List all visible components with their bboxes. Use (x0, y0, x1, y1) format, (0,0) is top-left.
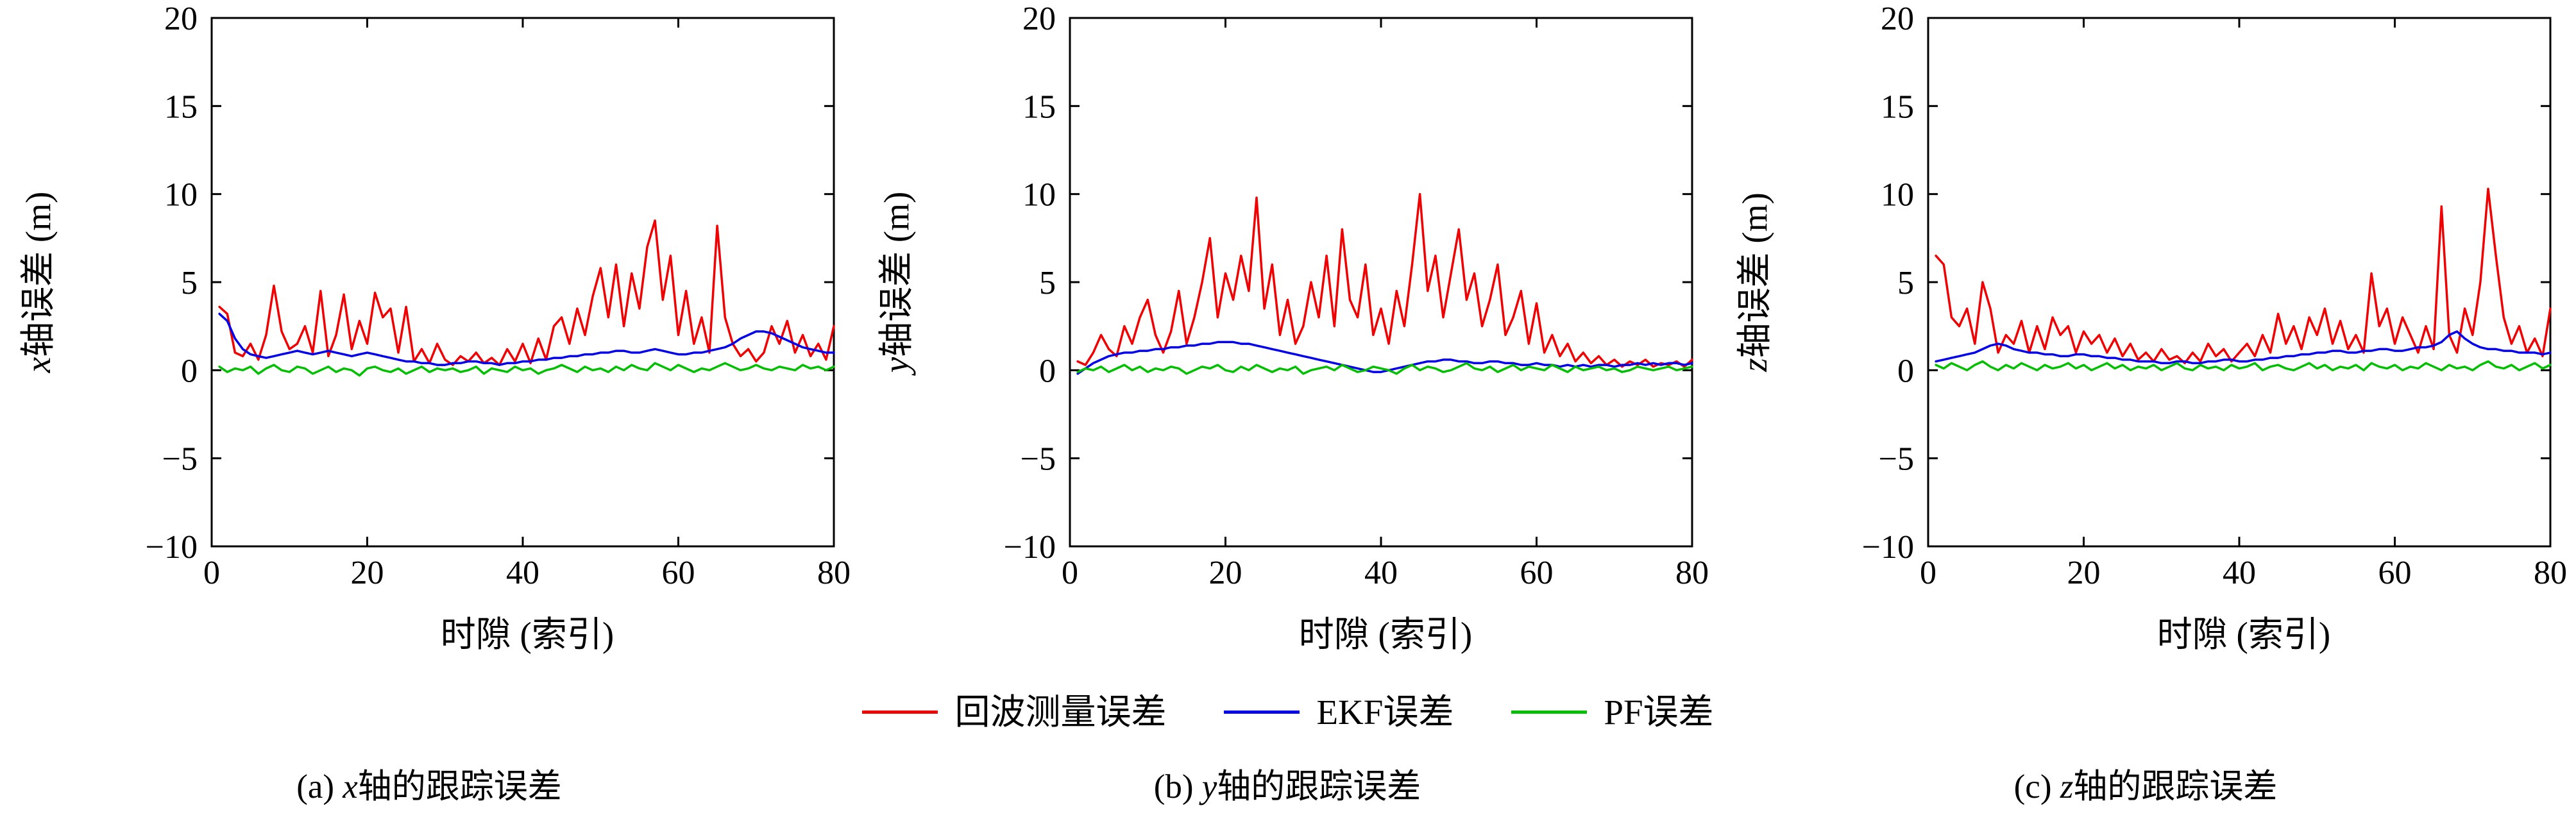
y-axis-label: z轴误差 (m) (1735, 192, 1774, 373)
plot-area: 0 20 40 60 80 −10 −5 0 5 10 15 20 (1004, 1, 1709, 591)
y-tick-label: 10 (1881, 177, 1914, 214)
legend-label: PF误差 (1604, 692, 1714, 732)
x-tick-label: 60 (2378, 555, 2412, 591)
y-tick-label: −5 (1021, 441, 1056, 478)
y-tick-label: 0 (181, 353, 198, 389)
charts-row: x轴误差 (m) 时隙 (索引) 0 20 40 60 80 −10 −5 0 5 10 15 20 … (0, 0, 2575, 680)
x-tick-label: 80 (1675, 555, 1709, 591)
measurement-series-line (1935, 187, 2552, 365)
ekf-line-sample (1224, 710, 1300, 714)
y-tick-label: 20 (1022, 1, 1056, 37)
pf-series-line (1935, 360, 2552, 372)
y-tick-label: 20 (1881, 1, 1914, 37)
x-tick-label: 0 (1920, 555, 1936, 591)
ekf-series-line (1935, 330, 2552, 365)
measurement-line-sample (862, 710, 938, 714)
y-tick-label: 20 (164, 1, 198, 37)
x-tick-label: 20 (2067, 555, 2101, 591)
measurement-series-line (218, 219, 835, 366)
chart-y-axis-error: y轴误差 (m) 时隙 (索引) 0 20 40 60 80 −10 −5 0 5 10 15 20 (877, 1, 1709, 654)
y-tick-label: −5 (162, 441, 198, 478)
plot-border (1927, 17, 2552, 548)
plot-area: 0 20 40 60 80 −10 −5 0 5 10 15 20 (146, 1, 851, 591)
chart-block-x: x轴误差 (m) 时隙 (索引) 0 20 40 60 80 −10 −5 0 5 10 15 20 (0, 0, 858, 680)
plot-border (210, 17, 835, 548)
ekf-series-line (218, 312, 835, 366)
y-tick-label: 15 (1881, 88, 1914, 125)
x-tick-label: 40 (1364, 555, 1398, 591)
legend-label: EKF误差 (1316, 692, 1454, 732)
legend-item-ekf: EKF误差 (1224, 694, 1453, 730)
y-tick-label: 0 (1039, 353, 1056, 389)
chart-x-axis-error: x轴误差 (m) 时隙 (索引) 0 20 40 60 80 −10 −5 0 5 10 15 20 (19, 1, 851, 654)
x-tick-label: 60 (1520, 555, 1554, 591)
x-tick-label: 20 (351, 555, 384, 591)
y-tick-label: −10 (1862, 529, 1914, 566)
plot-border (1069, 17, 1693, 548)
legend: 回波测量误差 EKF误差 PF误差 (0, 682, 2576, 741)
chart-z-axis-error: z轴误差 (m) 时隙 (索引) 0 20 40 60 80 −10 −5 0 5 10 15 20 (1735, 1, 2567, 654)
caption-a: (a) x轴的跟踪误差 (296, 768, 562, 805)
y-tick-label: 5 (1897, 265, 1914, 301)
y-tick-label: −10 (1004, 529, 1056, 566)
y-tick-label: −10 (146, 529, 198, 566)
x-axis-label: 时隙 (索引) (2157, 615, 2330, 654)
x-axis-label: 时隙 (索引) (441, 615, 614, 654)
pf-series-line (1076, 362, 1693, 375)
x-tick-label: 80 (817, 555, 851, 591)
legend-item-measurement: 回波测量误差 (862, 694, 1166, 730)
y-tick-label: −5 (1879, 441, 1914, 478)
measurement-series-line (1076, 192, 1693, 368)
y-tick-label: 0 (1897, 353, 1914, 389)
y-tick-label: 10 (1022, 177, 1056, 214)
y-tick-label: 5 (1039, 265, 1056, 301)
pf-series-line (218, 362, 835, 377)
x-tick-label: 60 (662, 555, 695, 591)
x-tick-label: 40 (2223, 555, 2256, 591)
legend-label: 回波测量误差 (954, 692, 1167, 732)
caption-b: (b) y轴的跟踪误差 (1153, 768, 1421, 805)
y-tick-label: 10 (164, 177, 198, 214)
x-tick-label: 40 (506, 555, 539, 591)
y-tick-label: 15 (1022, 88, 1056, 125)
pf-line-sample (1511, 710, 1588, 714)
y-axis-label: x轴误差 (m) (19, 192, 58, 374)
legend-item-pf: PF误差 (1511, 692, 1714, 732)
caption-c: (c) z轴的跟踪误差 (2013, 768, 2278, 805)
chart-block-z: z轴误差 (m) 时隙 (索引) 0 20 40 60 80 −10 −5 0 5 10 15 20 (1716, 0, 2575, 680)
plot-area: 0 20 40 60 80 −10 −5 0 5 10 15 20 (1862, 1, 2567, 591)
y-axis-label: y轴误差 (m) (877, 192, 916, 376)
ekf-series-line (1076, 341, 1693, 375)
x-axis-label: 时隙 (索引) (1299, 615, 1472, 654)
x-tick-label: 20 (1209, 555, 1242, 591)
x-tick-label: 80 (2534, 555, 2567, 591)
x-tick-label: 0 (1062, 555, 1078, 591)
x-tick-label: 0 (203, 555, 220, 591)
captions-row: (a) x轴的跟踪误差 (b) y轴的跟踪误差 (c) z轴的跟踪误差 (0, 759, 2576, 808)
chart-block-y: y轴误差 (m) 时隙 (索引) 0 20 40 60 80 −10 −5 0 5 10 15 20 (858, 0, 1716, 680)
y-tick-label: 15 (164, 88, 198, 125)
y-tick-label: 5 (181, 265, 198, 301)
